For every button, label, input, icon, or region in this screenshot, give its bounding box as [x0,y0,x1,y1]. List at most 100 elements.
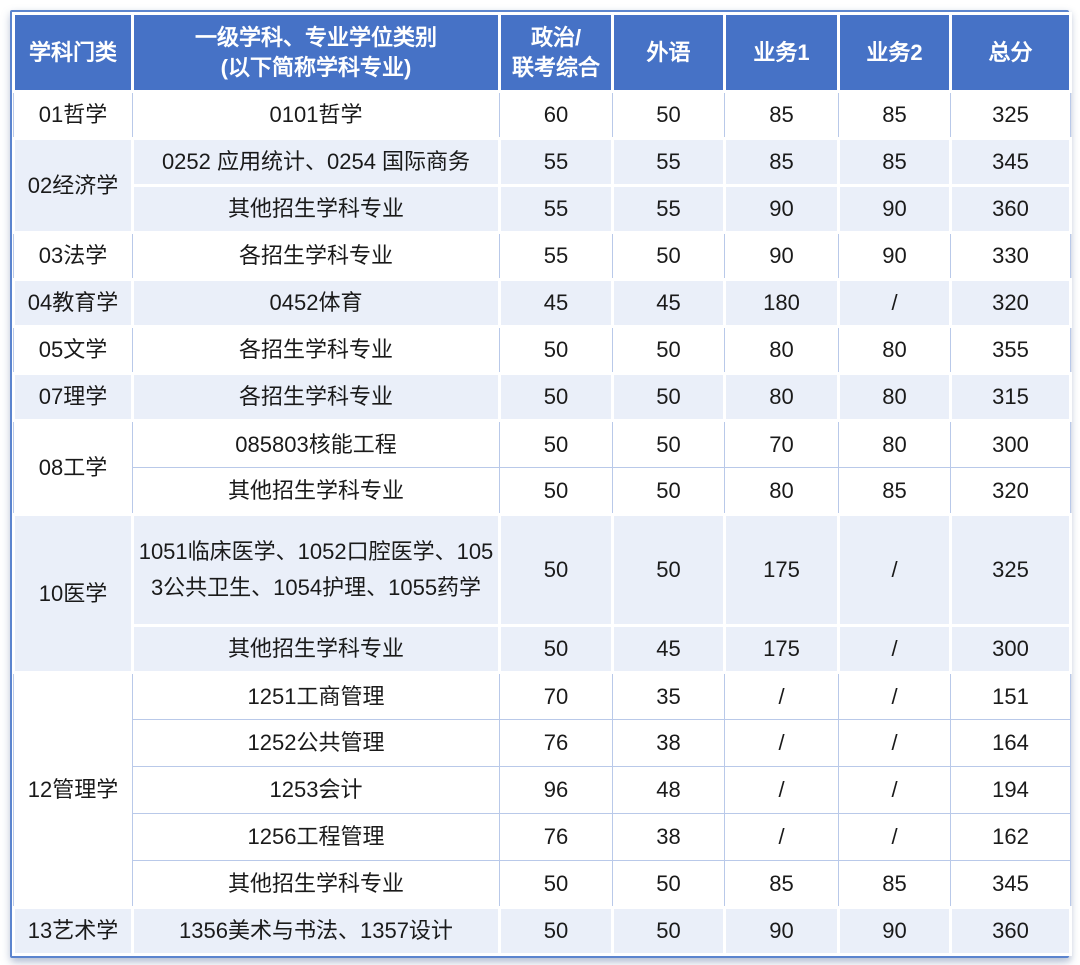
total-score-cell: 360 [949,184,1072,234]
discipline-cell: 各招生学科专业 [132,232,500,280]
business2-score-cell: / [838,672,951,720]
total-score-cell: 345 [949,137,1072,187]
total-score-cell: 300 [950,420,1071,468]
business2-score-cell: / [837,624,952,674]
total-score-cell: 315 [949,372,1072,422]
score-table: 学科门类 一级学科、专业学位类别 (以下简称学科专业) 政治/ 联考综合 外语 [12,12,1072,956]
business2-score-cell: 80 [838,326,951,374]
foreign-score-cell: 50 [612,860,725,908]
category-cell: 12管理学 [13,672,133,908]
business2-score-cell: 85 [837,137,952,187]
discipline-cell: 其他招生学科专业 [131,184,501,234]
business1-score-cell: / [724,719,839,767]
politics-score-cell: 76 [499,719,613,767]
category-cell: 13艺术学 [12,906,134,956]
total-score-cell: 320 [950,467,1071,515]
politics-score-cell: 50 [498,372,614,422]
total-score-cell: 325 [950,91,1071,139]
table-row: 13艺术学 1356美术与书法、1357设计 50 50 90 90 360 [12,906,1072,956]
discipline-cell: 1256工程管理 [132,813,500,861]
foreign-score-cell: 55 [611,137,726,187]
politics-score-cell: 50 [499,467,613,515]
politics-score-cell: 96 [499,766,613,814]
foreign-score-cell: 50 [612,232,725,280]
business2-score-cell: / [838,766,951,814]
discipline-cell: 各招生学科专业 [132,326,500,374]
total-score-cell: 360 [949,906,1072,956]
header-row: 学科门类 一级学科、专业学位类别 (以下简称学科专业) 政治/ 联考综合 外语 [12,12,1072,93]
table-row: 08工学 085803核能工程 50 50 70 80 300 [13,420,1071,515]
discipline-cell: 0101哲学 [132,91,500,139]
business2-score-cell: / [837,278,952,328]
table-row: 1256工程管理 76 38//162 [14,813,1071,861]
politics-score-cell: 60 [499,91,613,139]
header-category-label: 学科门类 [28,39,117,65]
header-discipline-line2: (以下简称学科专业) [220,54,412,80]
foreign-score-cell: 50 [611,372,726,422]
politics-score-cell: 50 [499,420,613,468]
business1-score-cell: 85 [724,91,839,139]
business1-score-cell: 90 [724,232,839,280]
politics-score-cell: 55 [499,232,613,280]
table-row: 01哲学 0101哲学 60 50 85 85 325 [13,91,1071,139]
header-politics-line2: 联考综合 [511,54,600,80]
total-score-cell: 162 [950,813,1071,861]
foreign-score-cell: 48 [612,766,725,814]
business1-score-cell: 70 [724,420,839,468]
discipline-cell: 其他招生学科专业 [131,624,501,674]
business2-score-cell: 80 [837,372,952,422]
table-row: 其他招生学科专业 50 50 80 85 320 [14,467,1071,515]
discipline-cell: 085803核能工程 [132,420,500,468]
table-header: 学科门类 一级学科、专业学位类别 (以下简称学科专业) 政治/ 联考综合 外语 [12,12,1072,93]
category-cell: 07理学 [12,372,134,422]
header-politics-line1: 政治/ [530,24,582,50]
header-cell-foreign: 外语 [611,12,726,93]
total-score-cell: 194 [950,766,1071,814]
foreign-score-cell: 50 [612,420,725,468]
discipline-cell: 各招生学科专业 [131,372,501,422]
business2-score-cell: 85 [838,467,951,515]
discipline-cell: 1356美术与书法、1357设计 [131,906,501,956]
business1-score-cell: 80 [724,326,839,374]
table-row: 其他招生学科专业 55 55 90 90 360 [14,184,1072,234]
header-foreign-label: 外语 [646,39,691,65]
business2-score-cell: 80 [838,420,951,468]
politics-score-cell: 76 [499,813,613,861]
discipline-cell: 其他招生学科专业 [132,467,500,515]
header-business1-label: 业务1 [753,39,810,65]
header-cell-business2: 业务2 [837,12,952,93]
discipline-cell: 0252 应用统计、0254 国际商务 [131,137,501,187]
table-row: 12管理学 1251工商管理 70 35//151 [13,672,1071,908]
foreign-score-cell: 45 [611,278,726,328]
politics-score-cell: 50 [499,326,613,374]
business1-score-cell: / [724,766,839,814]
table-row: 03法学 各招生学科专业 55 50 90 90 330 [13,232,1071,280]
category-cell: 10医学 [12,513,134,674]
header-total-label: 总分 [988,39,1033,65]
header-cell-discipline: 一级学科、专业学位类别 (以下简称学科专业) [131,12,501,93]
politics-score-cell: 55 [498,184,614,234]
discipline-cell: 1252公共管理 [132,719,500,767]
total-score-cell: 345 [950,860,1071,908]
total-score-cell: 325 [949,513,1072,627]
total-score-cell: 355 [950,326,1071,374]
table-row: 10医学 1051临床医学、1052口腔医学、1053公共卫生、1054护理、10… [12,513,1072,674]
discipline-cell: 1251工商管理 [132,672,500,720]
total-score-cell: 164 [950,719,1071,767]
header-discipline-line1: 一级学科、专业学位类别 [194,24,437,50]
header-business2-label: 业务2 [866,39,923,65]
total-score-cell: 320 [949,278,1072,328]
total-score-cell: 300 [949,624,1072,674]
table-row: 04教育学 0452体育 45 45 180/320 [12,278,1072,328]
foreign-score-cell: 50 [612,326,725,374]
total-score-cell: 330 [950,232,1071,280]
politics-score-cell: 55 [498,137,614,187]
category-cell: 08工学 [13,420,133,515]
business2-score-cell: / [837,513,952,627]
foreign-score-cell: 45 [611,624,726,674]
table-row: 1253会计 96 48//194 [14,766,1071,814]
total-score-cell: 151 [950,672,1071,720]
foreign-score-cell: 50 [612,91,725,139]
business1-score-cell: 180 [723,278,840,328]
